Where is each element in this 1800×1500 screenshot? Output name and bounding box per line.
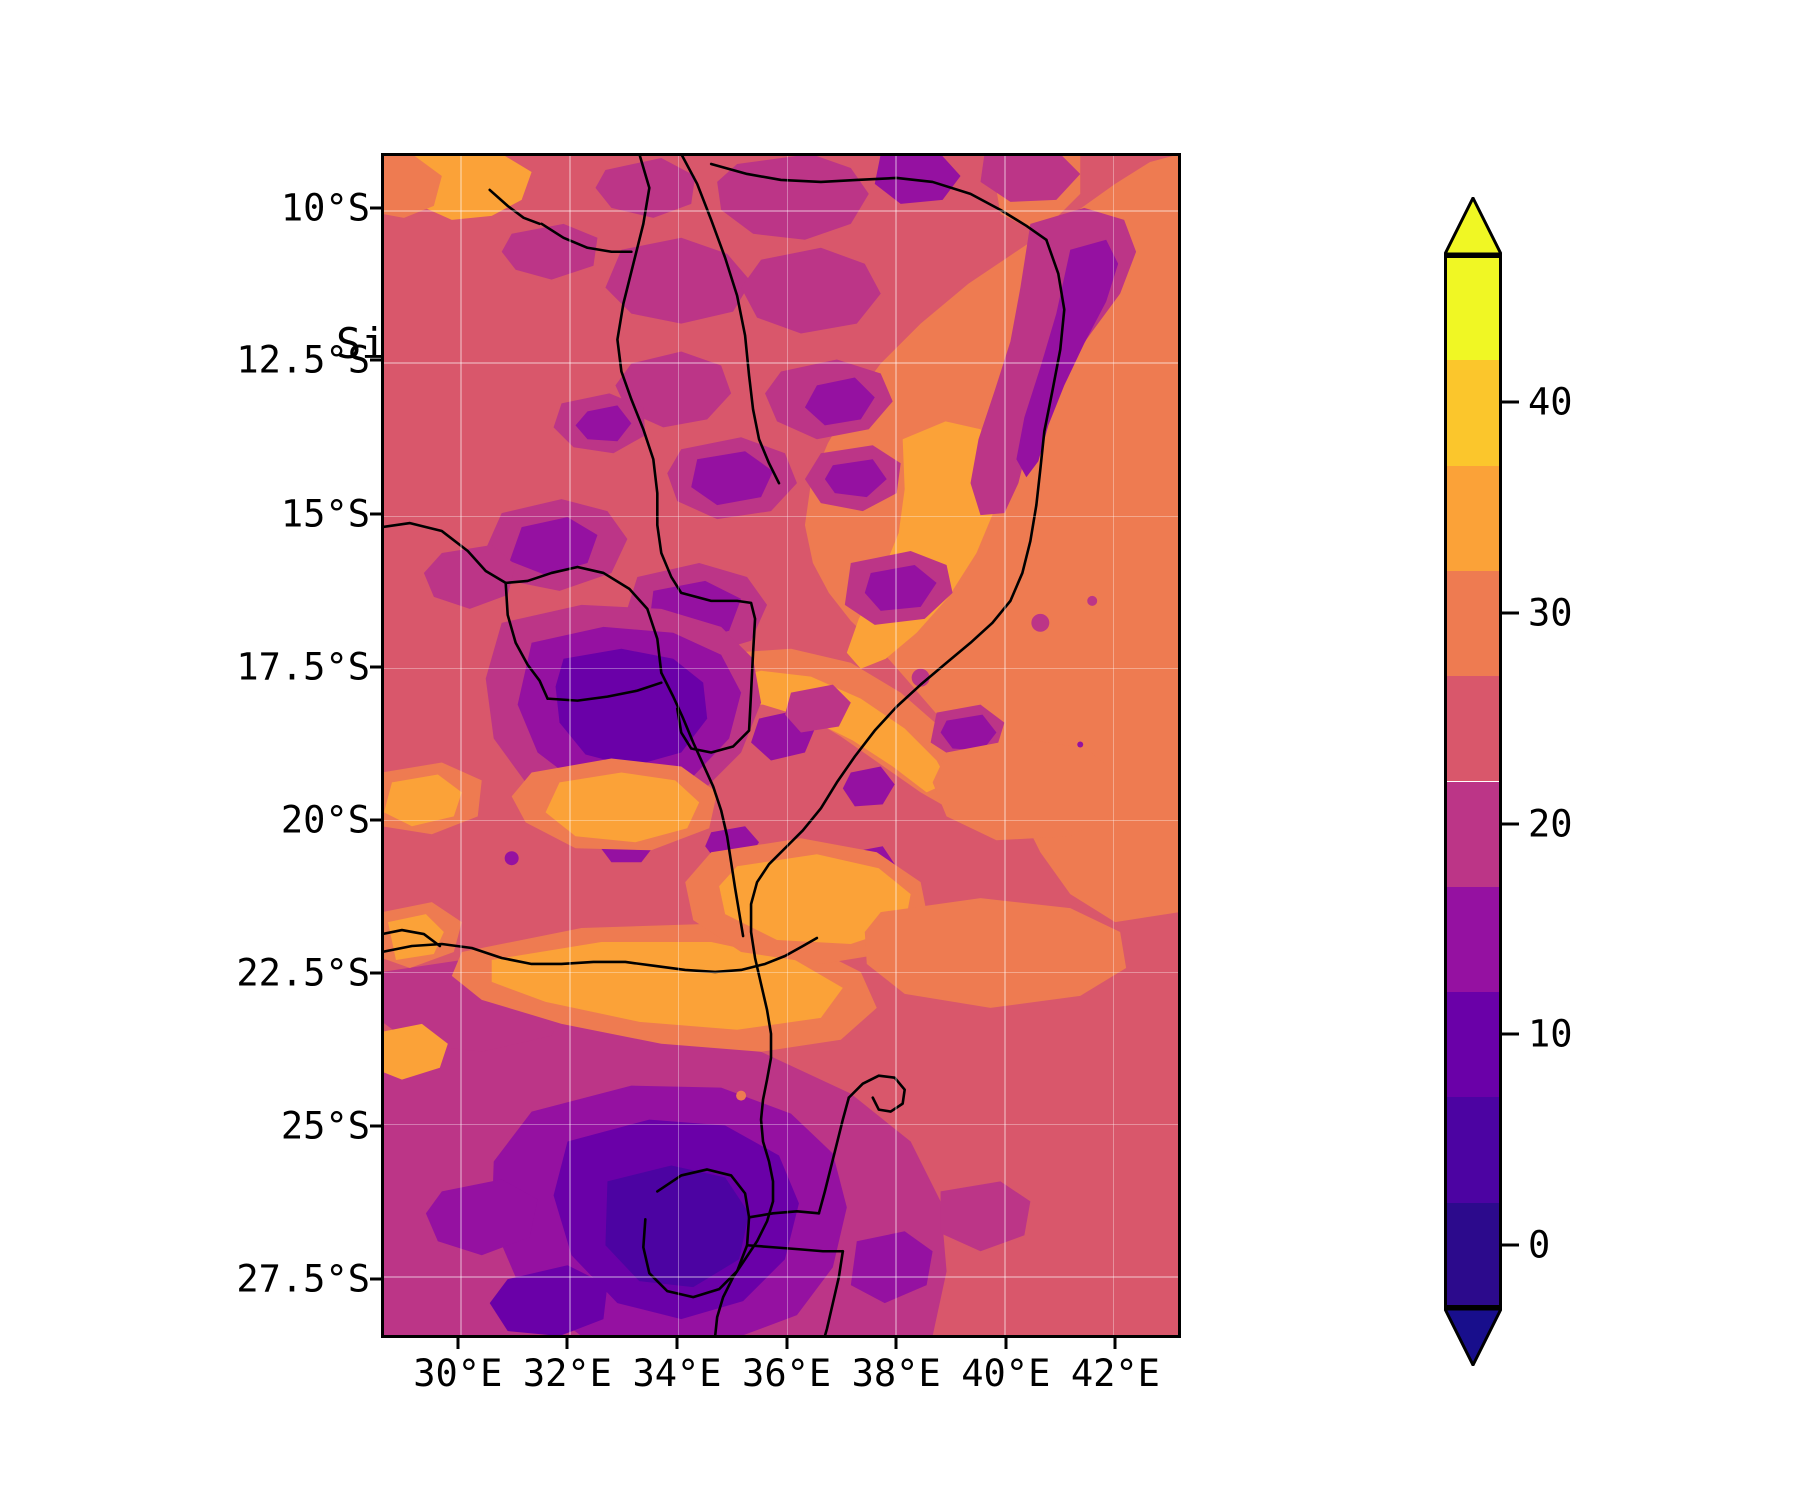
y-axis-tick-label: 12.5°S: [236, 338, 370, 382]
y-axis-tick-label: 22.5°S: [236, 951, 370, 995]
y-axis-tick-label: 10°S: [280, 186, 370, 229]
temperature-contour-svg: [384, 156, 1178, 1335]
x-axis-tick-mark: [1004, 1338, 1008, 1349]
y-axis-tick-label: 15°S: [280, 492, 370, 536]
colorbar-over-arrow: [1444, 197, 1502, 255]
x-axis-tick-mark: [456, 1338, 460, 1349]
y-axis-tick-label: 27.5°S: [236, 1257, 370, 1301]
x-axis-tick-label: 30°E: [413, 1352, 503, 1395]
temperature-field: [384, 156, 1178, 1335]
colorbar-tick-mark: [1502, 611, 1519, 615]
y-axis-tick-mark: [370, 818, 381, 822]
colorbar-segment: [1444, 570, 1502, 677]
colorbar-segment: [1444, 781, 1502, 887]
y-axis-tick-label: 20°S: [280, 798, 370, 842]
y-axis-tick-mark: [370, 1124, 381, 1128]
y-axis-tick-mark: [370, 512, 381, 516]
x-axis-tick-label: 38°E: [851, 1352, 941, 1395]
y-axis-tick-mark: [370, 206, 381, 209]
colorbar-tick-mark: [1502, 1032, 1519, 1036]
x-axis-tick-label: 34°E: [632, 1352, 722, 1395]
colorbar-tick-label: 10: [1528, 1012, 1573, 1056]
y-axis-tick-mark: [370, 971, 381, 975]
colorbar-segment: [1444, 676, 1502, 782]
colorbar-tick-mark: [1502, 400, 1519, 404]
colorbar-segment: [1444, 1202, 1502, 1308]
x-axis-tick-label: 36°E: [742, 1352, 832, 1395]
colorbar-gradient: [1444, 255, 1502, 1308]
x-axis-tick-mark: [675, 1338, 679, 1349]
colorbar-tick-label: 40: [1528, 380, 1573, 424]
colorbar-tick-mark: [1502, 822, 1519, 826]
x-axis-tick-label: 40°E: [961, 1352, 1051, 1395]
colorbar-tick-label: 20: [1528, 802, 1573, 846]
colorbar-segment: [1444, 255, 1502, 361]
colorbar[interactable]: 40 30 20 10 0: [1432, 152, 1792, 1366]
x-axis-tick-mark: [1113, 1338, 1117, 1349]
colorbar-segment: [1444, 360, 1502, 466]
y-axis-tick-mark: [370, 665, 381, 669]
colorbar-tick-label: 30: [1528, 591, 1573, 635]
y-axis-tick-label: 25°S: [280, 1104, 370, 1148]
colorbar-under-arrow: [1444, 1308, 1502, 1366]
y-axis-tick-mark: [370, 358, 381, 362]
x-axis-tick-mark: [785, 1338, 789, 1349]
x-axis-tick-mark: [894, 1338, 898, 1349]
colorbar-segment: [1444, 992, 1502, 1098]
x-axis-tick-mark: [565, 1338, 569, 1349]
map-plot-area[interactable]: [381, 153, 1181, 1338]
y-axis-tick-mark: [370, 1277, 381, 1281]
x-axis-tick-label: 42°E: [1070, 1352, 1160, 1395]
y-axis-tick-label: 17.5°S: [236, 645, 370, 689]
x-axis-tick-label: 32°E: [522, 1352, 612, 1395]
colorbar-segment: [1444, 886, 1502, 993]
colorbar-segment: [1444, 465, 1502, 571]
colorbar-segment: [1444, 1097, 1502, 1203]
colorbar-tick-label: 0: [1528, 1223, 1551, 1267]
colorbar-tick-mark: [1502, 1243, 1519, 1247]
